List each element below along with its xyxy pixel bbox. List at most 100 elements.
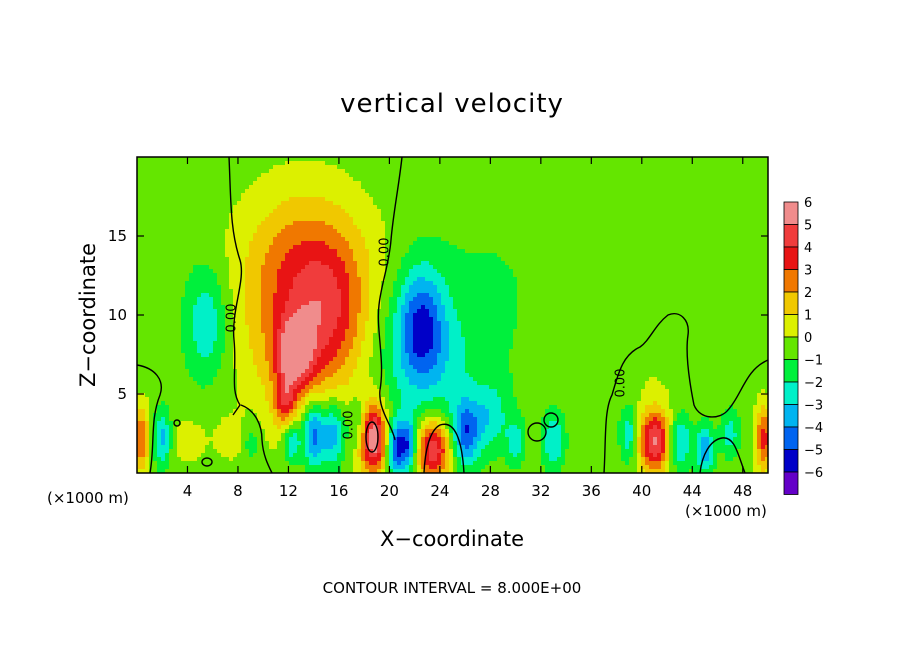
heatmap-cell: [145, 209, 150, 214]
heatmap-cell: [461, 225, 466, 230]
heatmap-cell: [473, 257, 478, 262]
heatmap-cell: [257, 265, 262, 270]
heatmap-cell: [513, 225, 518, 230]
heatmap-cell: [553, 201, 558, 206]
heatmap-cell: [709, 245, 714, 250]
heatmap-cell: [137, 181, 142, 186]
heatmap-cell: [209, 257, 214, 262]
heatmap-cell: [597, 197, 602, 202]
heatmap-cell: [337, 253, 342, 258]
heatmap-cell: [325, 225, 330, 230]
heatmap-cell: [761, 213, 766, 218]
heatmap-cell: [165, 181, 170, 186]
heatmap-cell: [369, 201, 374, 206]
heatmap-cell: [521, 177, 526, 182]
heatmap-cell: [617, 213, 622, 218]
heatmap-cell: [257, 237, 262, 242]
heatmap-cell: [733, 233, 738, 238]
heatmap-cell: [241, 217, 246, 222]
heatmap-cell: [405, 269, 410, 274]
heatmap-cell: [489, 157, 494, 162]
heatmap-cell: [197, 209, 202, 214]
heatmap-cell: [605, 253, 610, 258]
heatmap-cell: [441, 185, 446, 190]
heatmap-cell: [549, 185, 554, 190]
heatmap-cell: [469, 217, 474, 222]
heatmap-cell: [685, 237, 690, 242]
heatmap-cell: [241, 233, 246, 238]
heatmap-cell: [477, 221, 482, 226]
heatmap-cell: [253, 217, 258, 222]
heatmap-cell: [665, 209, 670, 214]
heatmap-cell: [281, 193, 286, 198]
heatmap-cell: [365, 197, 370, 202]
heatmap-cell: [285, 261, 290, 266]
heatmap-cell: [285, 189, 290, 194]
heatmap-cell: [489, 233, 494, 238]
heatmap-cell: [657, 269, 662, 274]
heatmap-cell: [189, 229, 194, 234]
heatmap-cell: [409, 261, 414, 266]
heatmap-cell: [621, 241, 626, 246]
heatmap-cell: [413, 233, 418, 238]
heatmap-cell: [509, 201, 514, 206]
heatmap-cell: [453, 201, 458, 206]
heatmap-cell: [201, 161, 206, 166]
heatmap-cell: [277, 265, 282, 270]
heatmap-cell: [237, 249, 242, 254]
heatmap-cell: [517, 169, 522, 174]
heatmap-cell: [673, 257, 678, 262]
heatmap-cell: [737, 257, 742, 262]
heatmap-cell: [301, 209, 306, 214]
heatmap-cell: [657, 157, 662, 162]
heatmap-cell: [509, 245, 514, 250]
heatmap-cell: [177, 197, 182, 202]
heatmap-cell: [737, 189, 742, 194]
heatmap-cell: [369, 273, 374, 278]
heatmap-cell: [733, 237, 738, 242]
heatmap-cell: [405, 225, 410, 230]
heatmap-cell: [621, 173, 626, 178]
heatmap-cell: [641, 161, 646, 166]
heatmap-cell: [157, 173, 162, 178]
heatmap-cell: [261, 225, 266, 230]
heatmap-cell: [357, 229, 362, 234]
heatmap-cell: [177, 157, 182, 162]
heatmap-cell: [477, 173, 482, 178]
heatmap-cell: [513, 173, 518, 178]
heatmap-cell: [305, 177, 310, 182]
heatmap-cell: [593, 189, 598, 194]
heatmap-cell: [205, 281, 210, 286]
heatmap-cell: [353, 169, 358, 174]
heatmap-cell: [701, 269, 706, 274]
heatmap-cell: [437, 253, 442, 258]
heatmap-cell: [217, 197, 222, 202]
heatmap-cell: [577, 225, 582, 230]
heatmap-cell: [453, 281, 458, 286]
heatmap-cell: [425, 193, 430, 198]
heatmap-cell: [637, 205, 642, 210]
heatmap-cell: [377, 281, 382, 286]
heatmap-cell: [317, 249, 322, 254]
heatmap-cell: [621, 221, 626, 226]
heatmap-cell: [669, 173, 674, 178]
heatmap-cell: [385, 225, 390, 230]
heatmap-cell: [553, 181, 558, 186]
heatmap-cell: [205, 165, 210, 170]
heatmap-cell: [221, 281, 226, 286]
heatmap-cell: [549, 265, 554, 270]
heatmap-cell: [189, 245, 194, 250]
heatmap-cell: [525, 241, 530, 246]
heatmap-cell: [169, 249, 174, 254]
heatmap-cell: [549, 217, 554, 222]
heatmap-cell: [205, 237, 210, 242]
heatmap-cell: [681, 201, 686, 206]
heatmap-cell: [537, 277, 542, 282]
heatmap-cell: [261, 233, 266, 238]
heatmap-cell: [509, 189, 514, 194]
heatmap-cell: [273, 277, 278, 282]
heatmap-cell: [261, 173, 266, 178]
heatmap-cell: [397, 189, 402, 194]
heatmap-cell: [181, 265, 186, 270]
heatmap-cell: [489, 213, 494, 218]
